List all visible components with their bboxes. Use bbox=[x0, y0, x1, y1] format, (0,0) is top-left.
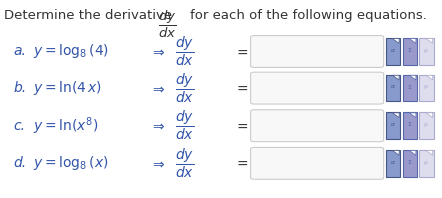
Text: $\Rightarrow$: $\Rightarrow$ bbox=[150, 156, 166, 170]
FancyBboxPatch shape bbox=[419, 75, 434, 101]
Polygon shape bbox=[426, 150, 433, 155]
Text: $\alpha$: $\alpha$ bbox=[390, 159, 396, 166]
FancyBboxPatch shape bbox=[403, 38, 417, 65]
Text: $\Sigma$: $\Sigma$ bbox=[407, 158, 412, 166]
FancyBboxPatch shape bbox=[386, 38, 400, 65]
Text: b.: b. bbox=[13, 81, 27, 95]
Text: d.: d. bbox=[13, 156, 27, 170]
Polygon shape bbox=[392, 39, 399, 43]
Text: $\alpha$: $\alpha$ bbox=[390, 83, 396, 90]
Text: for each of the following equations.: for each of the following equations. bbox=[190, 9, 427, 22]
FancyBboxPatch shape bbox=[251, 35, 384, 67]
Text: $y = \ln(4\,x)$: $y = \ln(4\,x)$ bbox=[33, 79, 102, 97]
Text: $y = \log_8(4)$: $y = \log_8(4)$ bbox=[33, 43, 109, 60]
FancyBboxPatch shape bbox=[419, 150, 434, 177]
Text: $\dfrac{dy}{dx}$: $\dfrac{dy}{dx}$ bbox=[175, 35, 194, 68]
Text: $y = \log_8(x)$: $y = \log_8(x)$ bbox=[33, 154, 109, 172]
FancyBboxPatch shape bbox=[403, 75, 417, 101]
Polygon shape bbox=[409, 39, 416, 43]
FancyBboxPatch shape bbox=[403, 150, 417, 177]
Text: $\Sigma$: $\Sigma$ bbox=[407, 46, 412, 54]
Text: $\Rightarrow$: $\Rightarrow$ bbox=[150, 81, 166, 95]
Text: $\alpha$: $\alpha$ bbox=[390, 121, 396, 128]
FancyBboxPatch shape bbox=[251, 110, 384, 142]
FancyBboxPatch shape bbox=[419, 112, 434, 139]
Text: a.: a. bbox=[13, 45, 26, 58]
Text: p: p bbox=[423, 48, 427, 53]
FancyBboxPatch shape bbox=[403, 112, 417, 139]
Text: $\dfrac{dy}{dx}$: $\dfrac{dy}{dx}$ bbox=[175, 147, 194, 180]
Polygon shape bbox=[409, 75, 416, 80]
Text: $\Rightarrow$: $\Rightarrow$ bbox=[150, 119, 166, 133]
Text: $\dfrac{dy}{dx}$: $\dfrac{dy}{dx}$ bbox=[175, 71, 194, 105]
Text: $=$: $=$ bbox=[234, 119, 249, 133]
Text: p: p bbox=[423, 122, 427, 127]
Text: c.: c. bbox=[13, 119, 25, 133]
Polygon shape bbox=[409, 150, 416, 155]
Polygon shape bbox=[426, 113, 433, 118]
Text: $=$: $=$ bbox=[234, 81, 249, 95]
FancyBboxPatch shape bbox=[386, 75, 400, 101]
Text: p: p bbox=[423, 160, 427, 165]
Text: p: p bbox=[423, 84, 427, 89]
Polygon shape bbox=[426, 39, 433, 43]
FancyBboxPatch shape bbox=[386, 150, 400, 177]
Polygon shape bbox=[409, 113, 416, 118]
Text: $=$: $=$ bbox=[234, 156, 249, 170]
Polygon shape bbox=[426, 75, 433, 80]
FancyBboxPatch shape bbox=[386, 112, 400, 139]
Text: $\Sigma$: $\Sigma$ bbox=[407, 83, 412, 91]
FancyBboxPatch shape bbox=[251, 72, 384, 104]
Text: $\dfrac{dy}{dx}$: $\dfrac{dy}{dx}$ bbox=[158, 9, 177, 40]
Text: $\dfrac{dy}{dx}$: $\dfrac{dy}{dx}$ bbox=[175, 109, 194, 142]
Text: $=$: $=$ bbox=[234, 45, 249, 58]
Text: $y = \ln\!\left(x^8\right)$: $y = \ln\!\left(x^8\right)$ bbox=[33, 115, 99, 137]
Text: Determine the derivative: Determine the derivative bbox=[4, 9, 177, 22]
Text: $\alpha$: $\alpha$ bbox=[390, 47, 396, 54]
FancyBboxPatch shape bbox=[419, 38, 434, 65]
FancyBboxPatch shape bbox=[251, 147, 384, 179]
Text: $\Sigma$: $\Sigma$ bbox=[407, 120, 412, 129]
Polygon shape bbox=[392, 150, 399, 155]
Text: $\Rightarrow$: $\Rightarrow$ bbox=[150, 45, 166, 58]
Polygon shape bbox=[392, 113, 399, 118]
Polygon shape bbox=[392, 75, 399, 80]
